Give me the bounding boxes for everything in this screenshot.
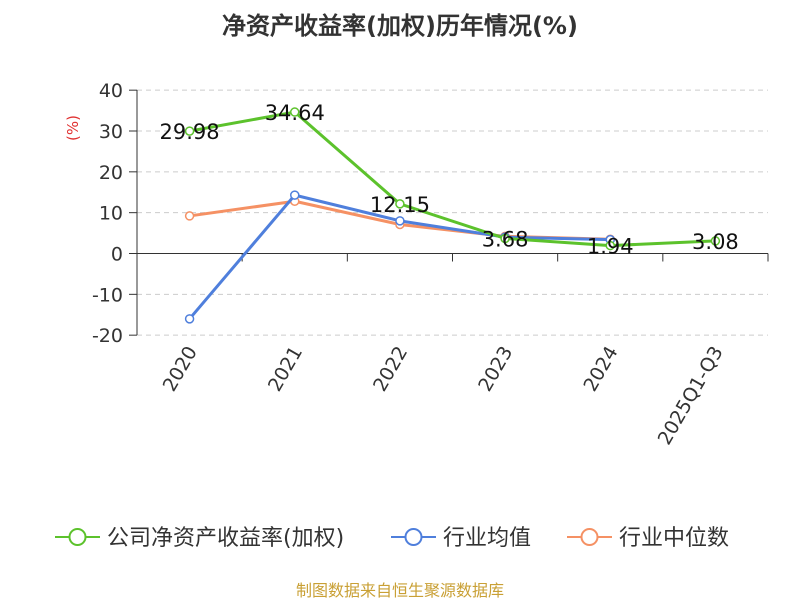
data-label: 3.08 (692, 230, 739, 254)
data-label: 3.68 (482, 227, 529, 251)
legend-marker (68, 528, 87, 546)
legend-label: 行业中位数 (619, 526, 729, 551)
y-tick-label: 40 (99, 80, 123, 102)
y-tick-label: -10 (92, 284, 123, 306)
data-point (290, 107, 300, 117)
legend: 公司净资产收益率(加权) 行业均值 行业中位数 (55, 526, 729, 551)
y-tick-label: 30 (99, 121, 123, 143)
data-point (290, 190, 300, 200)
grid-lines (137, 89, 768, 336)
y-tick-label: 20 (99, 162, 123, 184)
legend-marker (580, 528, 599, 546)
data-point (710, 236, 721, 246)
data-point (184, 211, 195, 221)
data-point (395, 199, 405, 209)
legend-label: 行业均值 (443, 526, 531, 551)
chart-title: 净资产收益率(加权)历年情况(%) (222, 12, 578, 40)
x-tick-label: 2024 (579, 343, 622, 396)
data-point (500, 233, 510, 244)
x-tick-label: 2022 (369, 343, 412, 396)
y-tick-label: -20 (92, 325, 123, 347)
data-point (395, 216, 405, 226)
data-labels: 29.98 34.64 12.15 3.68 1.94 3.08 (160, 101, 739, 259)
data-point (184, 126, 195, 136)
data-point (184, 314, 195, 324)
data-label: 29.98 (160, 120, 220, 144)
data-label: 12.15 (370, 193, 430, 217)
legend-label: 公司净资产收益率(加权) (107, 526, 344, 551)
legend-marker (404, 528, 423, 546)
y-axis-label: (%) (64, 115, 82, 141)
x-tick-label: 2021 (264, 343, 307, 396)
data-label: 1.94 (587, 235, 634, 259)
source-note: 制图数据来自恒生聚源数据库 (295, 581, 504, 600)
series-lines (184, 107, 721, 324)
y-tick-label: 10 (99, 203, 123, 225)
x-tick-label: 2023 (474, 343, 517, 396)
y-tick-label: 0 (111, 244, 123, 266)
series-line (189, 110, 716, 248)
data-point (605, 240, 615, 251)
x-tick-label: 2025Q1-Q3 (654, 343, 728, 449)
data-label: 34.64 (265, 101, 325, 125)
x-tick-label: 2020 (159, 343, 202, 396)
